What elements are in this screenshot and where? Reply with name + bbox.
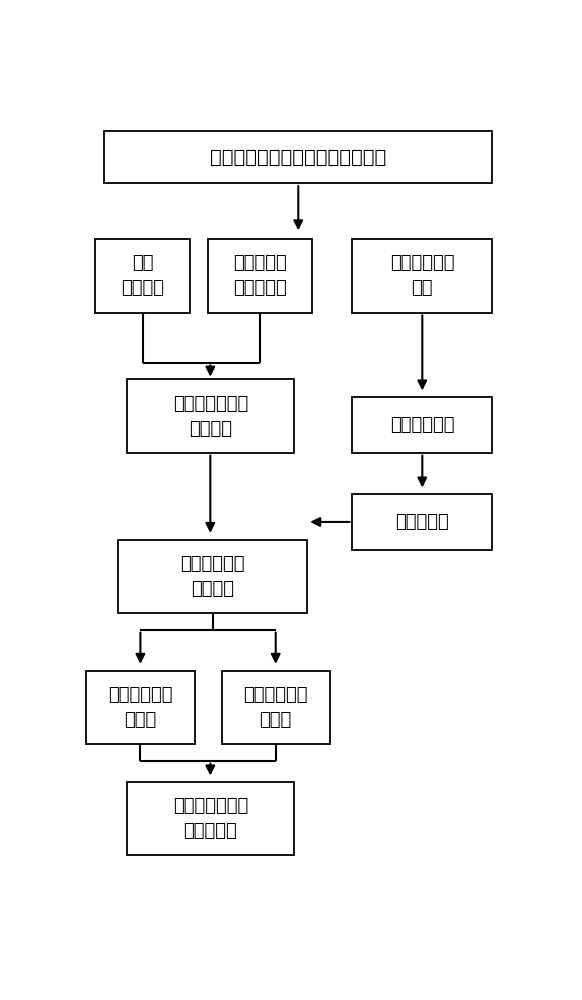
Bar [208, 239, 312, 312]
Text: 剩余拉伸静强
度试验: 剩余拉伸静强 度试验 [243, 686, 308, 729]
Bar [353, 494, 492, 550]
Bar [127, 782, 294, 855]
Text: 主桨叶变距拉杆
抗鸟撞性能: 主桨叶变距拉杆 抗鸟撞性能 [173, 797, 248, 840]
Text: 三十分钟疲劳
寿命试验: 三十分钟疲劳 寿命试验 [180, 555, 245, 598]
Bar [353, 239, 492, 312]
Text: 主桨叶变距
拉杆试验件: 主桨叶变距 拉杆试验件 [233, 254, 287, 297]
Text: 试验载荷谱: 试验载荷谱 [395, 513, 449, 531]
Bar [353, 397, 492, 453]
Bar [127, 379, 294, 453]
Text: 主桨叶变距拉杆
鸟撞试验: 主桨叶变距拉杆 鸟撞试验 [173, 395, 248, 438]
Text: 确定主桨叶变距拉杆鸟撞技术状态: 确定主桨叶变距拉杆鸟撞技术状态 [210, 147, 386, 166]
Bar [86, 671, 194, 744]
Bar [104, 131, 492, 183]
Text: 应急处置飞行
状态: 应急处置飞行 状态 [390, 254, 455, 297]
Bar [95, 239, 190, 312]
Bar [118, 540, 307, 613]
Text: 鸟撞
仿真分析: 鸟撞 仿真分析 [121, 254, 164, 297]
Text: 飞行实测载荷: 飞行实测载荷 [390, 416, 455, 434]
Text: 剩余压缩静强
度试验: 剩余压缩静强 度试验 [108, 686, 173, 729]
Bar [222, 671, 330, 744]
